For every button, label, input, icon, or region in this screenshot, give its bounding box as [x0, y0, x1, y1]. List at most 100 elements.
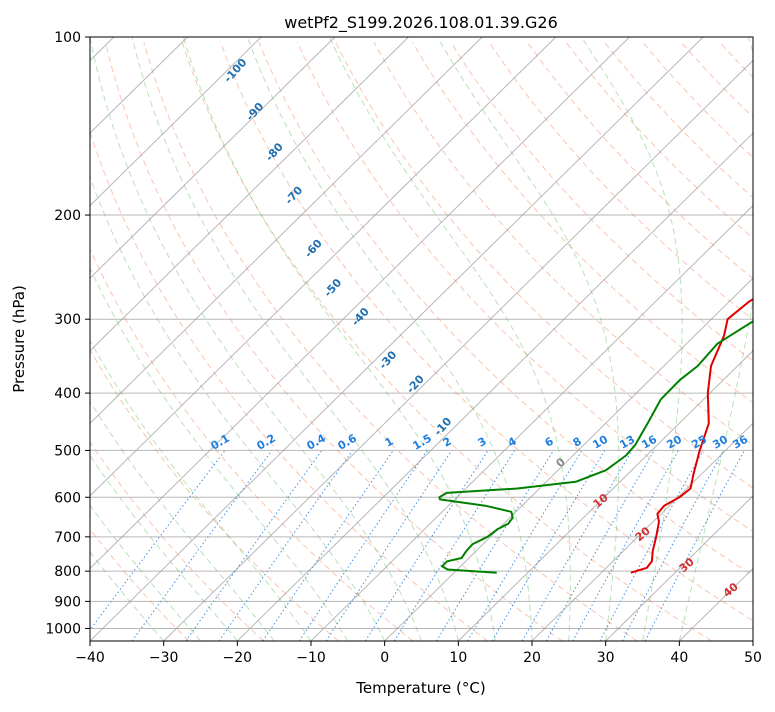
dry-adiabat-label: -10 [431, 415, 454, 439]
x-tick-label: −40 [75, 650, 105, 666]
y-tick-label: 1000 [45, 621, 81, 637]
y-axis-ticks: 100 200 300 400 500 600 700 800 900 1000 [45, 30, 90, 637]
dry-adiabat-label: -30 [376, 348, 399, 372]
background-lines [0, 37, 775, 641]
mixing-ratio-label: 3 [476, 435, 489, 450]
moist-adiabat [330, 37, 571, 641]
isotherm [606, 37, 775, 641]
moist-adiabat [582, 37, 683, 641]
moist-adiabat [438, 37, 619, 641]
isotherm [0, 37, 556, 641]
isotherm [90, 37, 703, 641]
x-tick-label: 10 [449, 650, 467, 666]
y-tick-label: 300 [54, 312, 81, 328]
dry-adiabat-label: -40 [349, 305, 372, 329]
y-tick-label: 400 [54, 386, 81, 402]
isotherm [753, 37, 775, 641]
moist-adiabat [55, 37, 385, 641]
moist-adiabat [0, 37, 201, 641]
moist-adiabat-label: 20 [633, 524, 653, 544]
dry-adiabat-label: -60 [302, 237, 325, 261]
mixing-ratio-label: 2 [441, 435, 454, 450]
mixing-ratio-line [468, 450, 583, 641]
mixing-ratio-line [394, 450, 514, 641]
x-tick-label: −30 [149, 650, 179, 666]
mixing-ratio-line [326, 450, 452, 641]
isotherm [237, 37, 775, 641]
x-tick-label: 30 [597, 650, 615, 666]
dry-adiabat [221, 42, 775, 641]
mixing-ratio-line [546, 450, 654, 641]
mixing-ratio-line [132, 450, 272, 641]
mixing-ratio-line [365, 450, 488, 641]
isotherm [0, 37, 188, 641]
dry-adiabat [489, 42, 775, 641]
dry-adiabat [758, 42, 775, 641]
mixing-ratio-line [573, 450, 679, 641]
dry-adiabat-label: -50 [321, 276, 344, 300]
y-axis-label: Pressure (hPa) [10, 285, 28, 393]
dry-adiabat-label: -100 [221, 56, 249, 85]
isotherm [679, 37, 775, 641]
dry-adiabat-label: -70 [282, 183, 305, 207]
x-tick-label: 40 [670, 650, 688, 666]
pressure-gridlines [90, 37, 753, 628]
dry-adiabat [67, 42, 488, 641]
mixing-ratio-line [82, 450, 225, 641]
isotherm [16, 37, 629, 641]
mixing-ratio-label: 1.5 [411, 432, 434, 453]
dry-adiabat [0, 42, 264, 641]
dry-adiabat [105, 42, 562, 641]
dry-adiabat [259, 42, 775, 641]
dry-adiabat [566, 42, 775, 641]
x-tick-label: −10 [296, 650, 326, 666]
mixing-ratio-label: 36 [730, 433, 750, 452]
isotherm [0, 37, 335, 641]
dry-adiabat-label: -90 [243, 100, 266, 124]
y-tick-label: 600 [54, 490, 81, 506]
y-tick-label: 700 [54, 530, 81, 546]
dry-adiabat [0, 42, 189, 641]
mixing-ratio-label: 1 [383, 435, 396, 450]
y-tick-label: 800 [54, 564, 81, 580]
x-tick-label: 20 [523, 650, 541, 666]
y-tick-label: 500 [54, 443, 81, 459]
dewpoint-profile-line [439, 37, 775, 573]
x-axis-ticks: −40 −30 −20 −10 0 10 20 30 40 50 [75, 641, 762, 666]
isotherm [311, 37, 775, 641]
isotherm [458, 37, 775, 641]
dry-adiabat [144, 42, 637, 641]
isotherm [164, 37, 775, 641]
dry-adiabat [604, 42, 775, 641]
y-tick-label: 900 [54, 594, 81, 610]
y-tick-label: 200 [54, 208, 81, 224]
x-axis-label: Temperature (°C) [355, 679, 485, 697]
mixing-ratio-label: 0.4 [305, 432, 329, 453]
isotherm [0, 37, 409, 641]
dry-adiabat-label: -20 [404, 372, 427, 396]
dry-adiabat [0, 42, 338, 641]
y-tick-label: 100 [54, 30, 81, 46]
x-tick-label: 50 [744, 650, 762, 666]
mixing-ratio-label: 0.2 [255, 432, 278, 453]
chart-title: wetPf2_S199.2026.108.01.39.G26 [284, 13, 558, 33]
dry-adiabat [528, 42, 775, 641]
sounding-profiles [439, 37, 775, 573]
x-tick-label: −20 [223, 650, 253, 666]
dry-adiabat [182, 42, 712, 641]
x-tick-label: 0 [380, 650, 389, 666]
mixing-ratio-line [645, 450, 744, 641]
moist-adiabat [0, 37, 311, 641]
mixing-ratio-label: 16 [639, 433, 659, 452]
mixing-ratio-label: 6 [543, 434, 556, 449]
dry-adiabat [681, 42, 775, 641]
mixing-ratio-label: 13 [617, 433, 637, 452]
mixing-ratio-line [219, 450, 353, 641]
moist-adiabat [0, 37, 237, 641]
mixing-ratio-label: 0.1 [209, 432, 232, 453]
dry-adiabat [643, 42, 775, 641]
mixing-ratio-label: 0.6 [336, 432, 360, 453]
